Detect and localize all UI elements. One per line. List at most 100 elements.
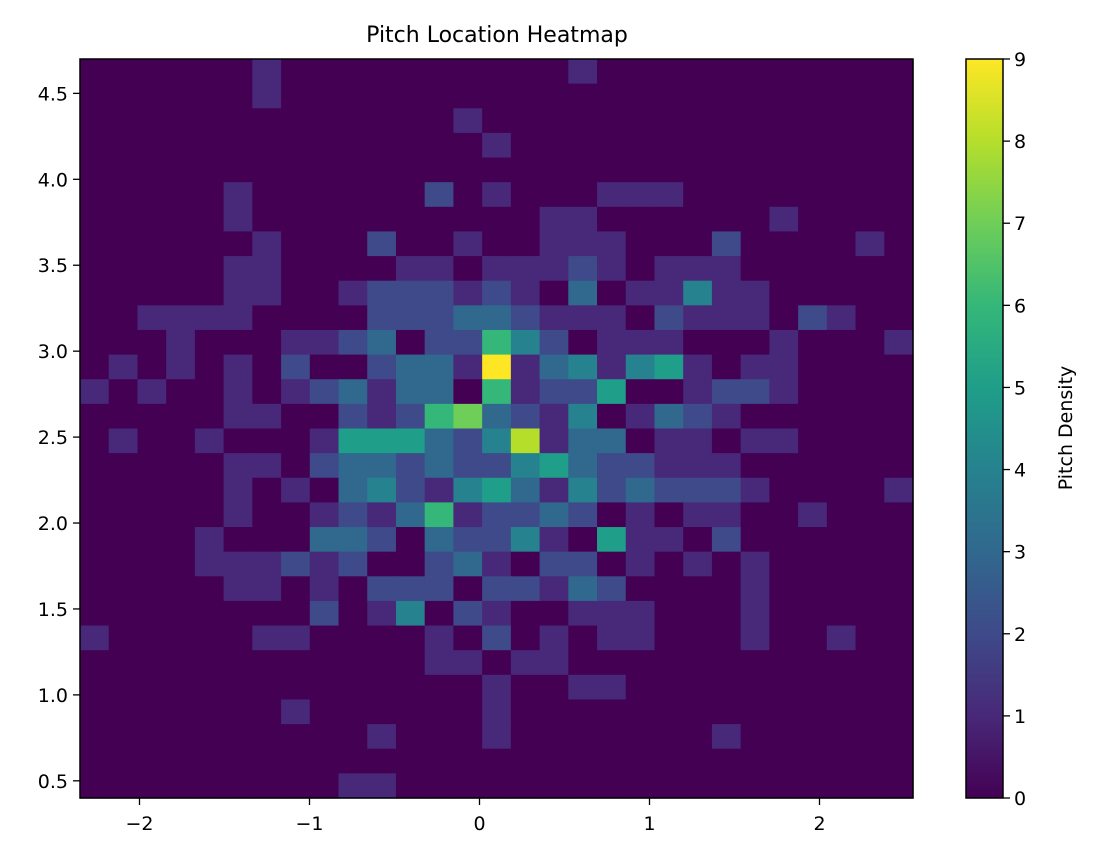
heatmap-cell (769, 329, 799, 356)
heatmap-cell (137, 256, 167, 282)
heatmap-cell (826, 576, 857, 602)
heatmap-cell (223, 600, 253, 627)
heatmap-cell (826, 724, 857, 750)
heatmap-cell (108, 724, 139, 750)
heatmap-cell (194, 206, 225, 233)
heatmap-cell (826, 625, 857, 651)
heatmap-cell (395, 650, 426, 676)
heatmap-cell (424, 403, 455, 430)
heatmap-cell (424, 600, 455, 627)
heatmap-cell (654, 625, 684, 651)
heatmap-cell (855, 650, 885, 676)
heatmap-cell (281, 182, 311, 208)
heatmap-cell (625, 59, 656, 85)
heatmap-cell (826, 157, 857, 183)
heatmap-cell (424, 206, 455, 233)
heatmap-cell (166, 625, 196, 651)
heatmap-cell (482, 625, 512, 651)
heatmap-cell (597, 256, 627, 282)
heatmap-cell (769, 748, 799, 774)
heatmap-cell (281, 724, 311, 750)
heatmap-cell (654, 748, 684, 774)
heatmap-cell (108, 625, 139, 651)
heatmap-cell (108, 576, 139, 602)
heatmap-cell (884, 502, 914, 528)
heatmap-cell (884, 551, 914, 577)
heatmap-cell (568, 502, 598, 528)
heatmap-cell (683, 724, 713, 750)
heatmap-cell (826, 502, 857, 528)
heatmap-cell (309, 403, 340, 430)
heatmap-cell (769, 83, 799, 109)
heatmap-cell (223, 527, 253, 553)
heatmap-cell (453, 59, 483, 85)
heatmap-cell (654, 132, 684, 159)
heatmap-cell (740, 724, 770, 750)
heatmap-cell (568, 453, 598, 479)
heatmap-cell (510, 724, 541, 750)
heatmap-cell (683, 625, 713, 651)
heatmap-cell (108, 305, 139, 331)
heatmap-cell (654, 674, 684, 701)
heatmap-cell (309, 600, 340, 627)
heatmap-cell (539, 748, 569, 774)
heatmap-cell (711, 305, 742, 331)
heatmap-cell (424, 625, 455, 651)
heatmap-cell (166, 576, 196, 602)
heatmap-cell (223, 428, 253, 454)
heatmap-cell (855, 773, 885, 799)
heatmap-cell (281, 157, 311, 183)
heatmap-cell (711, 157, 742, 183)
heatmap-cell (309, 477, 340, 503)
heatmap-cell (826, 305, 857, 331)
heatmap-cell (166, 600, 196, 627)
heatmap-cell (482, 83, 512, 109)
heatmap-cell (798, 182, 828, 208)
heatmap-cell (424, 477, 455, 503)
heatmap-cell (166, 157, 196, 183)
heatmap-cell (281, 527, 311, 553)
heatmap-cell (223, 551, 253, 577)
heatmap-cell (510, 206, 541, 233)
heatmap-cell (568, 206, 598, 233)
heatmap-cell (108, 329, 139, 356)
heatmap-cell (309, 280, 340, 306)
heatmap-cell (80, 748, 110, 774)
heatmap-cell (80, 157, 110, 183)
heatmap-cell (654, 231, 684, 257)
heatmap-cell (625, 206, 656, 233)
heatmap-cell (711, 132, 742, 159)
heatmap-cell (769, 674, 799, 701)
heatmap-cell (252, 305, 282, 331)
heatmap-cell (395, 108, 426, 134)
heatmap-cell (338, 724, 368, 750)
heatmap-cell (539, 699, 569, 725)
heatmap-cell (80, 108, 110, 134)
heatmap-cell (740, 379, 770, 405)
heatmap-cell (80, 428, 110, 454)
x-axis: −2 −1 0 1 2 (125, 798, 826, 835)
heatmap-cell (108, 600, 139, 627)
heatmap-cell (281, 773, 311, 799)
heatmap-cell (80, 403, 110, 430)
heatmap-cell (884, 650, 914, 676)
heatmap-cell (826, 527, 857, 553)
heatmap-cell (769, 502, 799, 528)
heatmap-cell (711, 527, 742, 553)
heatmap-cell (826, 551, 857, 577)
heatmap-cell (683, 157, 713, 183)
heatmap-cell (309, 305, 340, 331)
heatmap-cell (683, 256, 713, 282)
heatmap-cell (453, 724, 483, 750)
heatmap-cell (855, 748, 885, 774)
heatmap-cell (367, 674, 397, 701)
heatmap-cell (539, 600, 569, 627)
heatmap-cell (223, 305, 253, 331)
heatmap-cell (711, 182, 742, 208)
heatmap-cell (194, 280, 225, 306)
heatmap-cell (482, 403, 512, 430)
heatmap-cell (798, 453, 828, 479)
heatmap-cell (625, 379, 656, 405)
heatmap-cell (539, 379, 569, 405)
heatmap-cell (711, 379, 742, 405)
